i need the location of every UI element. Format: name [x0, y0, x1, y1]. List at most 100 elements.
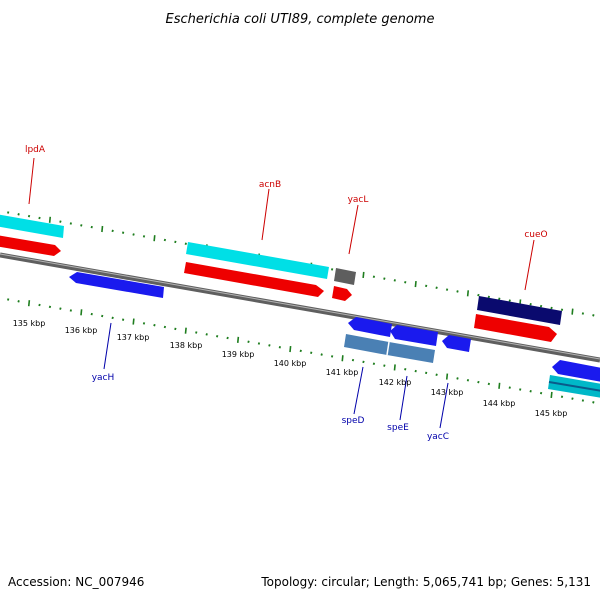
lpdA-callout-line [28, 157, 35, 205]
outer-tick [498, 297, 501, 301]
inner-tick [487, 382, 491, 386]
inner-tick [59, 307, 62, 310]
inner-tick [362, 360, 365, 364]
yacL-gene-arrow[interactable] [332, 286, 352, 301]
inner-tick [404, 367, 407, 371]
outer-tick [435, 286, 438, 290]
inner-tick [226, 336, 229, 340]
speD-speE-divider [386, 341, 390, 356]
speE-gene-arrow[interactable] [390, 325, 438, 346]
inner-tick [278, 345, 282, 349]
outer-tick [550, 306, 553, 310]
inner-tick [330, 355, 334, 358]
outer-tick [101, 225, 104, 233]
yacH-gene-arrow[interactable] [69, 272, 164, 298]
outer-tick [163, 238, 167, 242]
inner-tick [101, 314, 104, 318]
gene-label-yacC: yacC [427, 432, 449, 442]
map-title: Escherichia coli UTI89, complete genome [166, 12, 435, 27]
outer-tick [560, 308, 564, 312]
inner-tick [289, 345, 292, 353]
scale-label: 141 kbp [326, 368, 359, 377]
outer-tick [69, 222, 73, 225]
inner-tick [498, 382, 501, 389]
outer-tick [414, 281, 417, 288]
scale-label: 135 kbp [13, 319, 46, 328]
yacC-callout-line [439, 382, 449, 429]
outer-tick [383, 277, 386, 280]
lpdA-gene-arrow[interactable] [0, 235, 61, 256]
outer-tick [508, 299, 511, 302]
inner-tick-row [6, 298, 595, 404]
inner-tick [372, 362, 376, 366]
inner-tick [69, 309, 73, 312]
gene-label-speD: speD [342, 416, 365, 426]
inner-tick [174, 327, 177, 331]
outer-tick [445, 288, 449, 291]
acnB-gene-arrow[interactable] [184, 262, 324, 297]
speD-cds-block[interactable] [344, 334, 389, 355]
inner-tick [466, 379, 470, 382]
cueO-callout-line [524, 239, 535, 291]
lpdA-cds-block[interactable] [0, 214, 64, 238]
outer-tick [153, 235, 156, 242]
cueO-cds-block[interactable] [477, 296, 562, 325]
inner-tick [351, 358, 355, 362]
scale-label: 136 kbp [65, 326, 98, 335]
outer-tick [80, 224, 83, 227]
outer-tick [477, 293, 480, 297]
outer-tick [404, 280, 407, 284]
acnB-cds-block[interactable] [186, 242, 329, 279]
outer-tick [142, 235, 146, 238]
inner-tick [111, 316, 114, 320]
inner-tick [456, 377, 459, 380]
yacL-cds-block[interactable] [334, 268, 356, 285]
inner-tick [414, 369, 417, 373]
yacH-callout-line [103, 322, 112, 370]
yacC-gene-arrow[interactable] [442, 335, 471, 352]
edge-block-divider [548, 381, 600, 392]
outer-tick [362, 271, 365, 278]
inner-tick [48, 305, 52, 309]
speE-cds-block[interactable] [387, 342, 435, 363]
speD-gene-arrow[interactable] [348, 317, 392, 337]
forward-features [0, 214, 562, 342]
cueO-gene-arrow[interactable] [474, 314, 557, 342]
outer-tick [571, 308, 574, 315]
outer-tick [424, 284, 428, 288]
outer-tick [456, 290, 459, 293]
outer-tick [59, 220, 62, 223]
inner-tick [153, 323, 156, 327]
inner-tick [184, 327, 187, 334]
inner-tick [592, 401, 595, 404]
outer-tick [466, 290, 470, 297]
genome-backbone [0, 252, 600, 363]
outer-tick [132, 233, 135, 236]
gene-labels: lpdA acnB yacL cueO yacH speD speE yacC [25, 145, 548, 442]
inner-tick [90, 312, 93, 316]
inner-tick [17, 300, 20, 303]
inner-tick [38, 303, 41, 307]
inner-tick [341, 355, 344, 362]
outer-tick [111, 229, 114, 233]
topology-text: Topology: circular; Length: 5,065,741 bp… [261, 575, 591, 589]
inner-tick [132, 318, 135, 325]
inner-tick [519, 388, 522, 391]
inner-tick [435, 373, 438, 377]
inner-tick [247, 340, 250, 343]
edge-gene-arrow[interactable] [552, 360, 600, 382]
genome-backbone-highlight [0, 253, 600, 360]
acnB-callout-line [261, 188, 270, 241]
scale-label: 139 kbp [222, 350, 255, 359]
outer-tick [393, 279, 396, 282]
inner-tick [163, 325, 167, 329]
outer-tick [539, 304, 543, 308]
inner-tick [445, 373, 449, 380]
inner-tick [539, 391, 543, 395]
inner-tick [560, 395, 564, 399]
outer-tick [174, 240, 177, 244]
inner-tick [236, 336, 240, 343]
scale-label: 142 kbp [379, 378, 412, 387]
outer-tick [581, 312, 585, 315]
inner-tick [477, 380, 480, 384]
